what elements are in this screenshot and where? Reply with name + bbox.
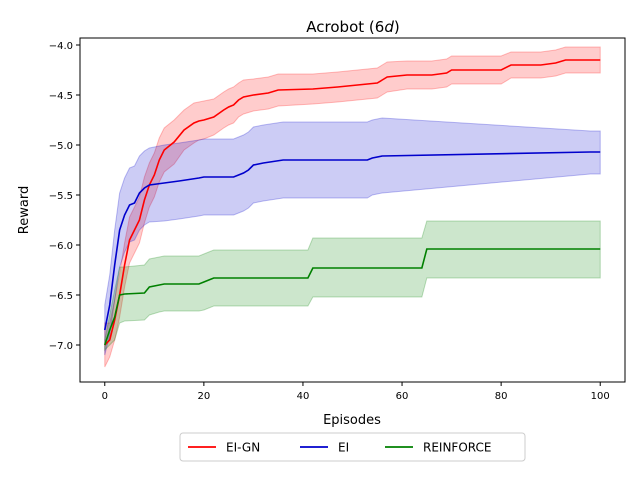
x-tick-label: 80 xyxy=(495,391,508,402)
legend-box xyxy=(179,432,526,462)
x-tick-label: 20 xyxy=(197,391,210,402)
chart-title: Acrobot (6d) xyxy=(306,18,399,36)
x-tick-label: 60 xyxy=(396,391,409,402)
line-ei-gn xyxy=(104,59,601,346)
line-ei xyxy=(103,151,601,331)
x-tick-label: 40 xyxy=(297,391,310,402)
y-tick-label: −6.0 xyxy=(49,241,73,252)
legend-label-ei-gn: EI-GN xyxy=(226,441,260,455)
y-axis-label: Reward xyxy=(17,186,32,234)
y-tick-label: −4.0 xyxy=(49,41,73,52)
legend-label-ei: EI xyxy=(338,441,349,455)
x-axis-ticks: 0 20 40 60 80 100 xyxy=(102,382,610,402)
plot-frame xyxy=(79,37,626,383)
x-tick-label: 100 xyxy=(591,391,610,402)
y-tick-label: −5.0 xyxy=(49,141,73,152)
y-axis-ticks: −7.0 −6.5 −6.0 −5.5 −5.0 −4.5 −4.0 xyxy=(49,41,80,352)
legend-label-reinforce: REINFORCE xyxy=(423,441,491,455)
y-tick-label: −4.5 xyxy=(49,91,73,102)
y-tick-label: −6.5 xyxy=(49,291,73,302)
line-reinforce xyxy=(104,248,601,346)
x-axis-label: Episodes xyxy=(323,413,381,428)
y-tick-label: −7.0 xyxy=(49,341,73,352)
band-reinforce xyxy=(104,220,601,352)
x-tick-label: 0 xyxy=(102,391,108,402)
series-lines xyxy=(103,59,601,346)
y-tick-label: −5.5 xyxy=(49,191,73,202)
band-ei-gn xyxy=(104,46,601,368)
legend: EI-GN EI REINFORCE xyxy=(179,432,526,462)
